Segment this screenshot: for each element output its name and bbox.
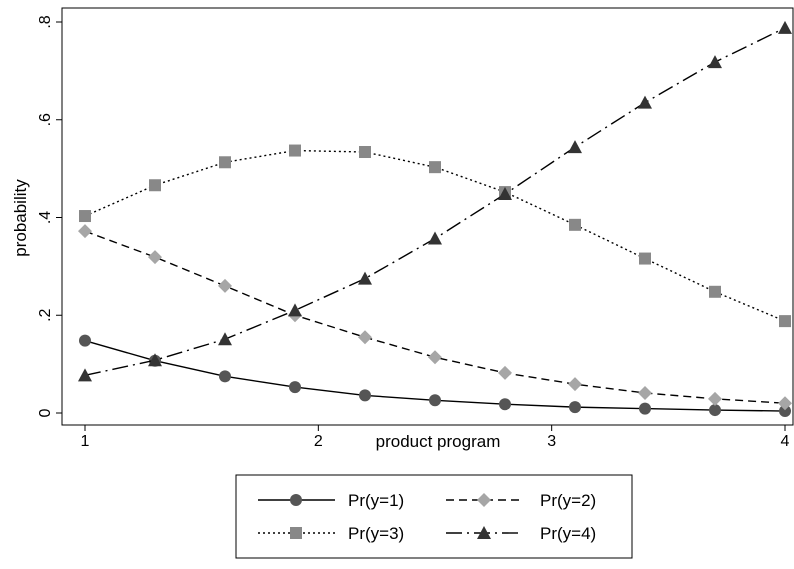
data-point — [78, 368, 92, 382]
legend: Pr(y=1) Pr(y=2) Pr(y=3) Pr(y=4) — [235, 474, 633, 559]
legend-marker — [290, 527, 302, 539]
data-point — [289, 144, 301, 157]
data-point — [709, 285, 721, 298]
data-point — [149, 179, 161, 192]
data-point — [358, 271, 372, 285]
data-point — [428, 231, 442, 245]
legend-marker — [477, 493, 491, 507]
series-layer — [78, 20, 792, 418]
y-axis-label: probability — [11, 179, 30, 257]
data-point — [429, 394, 441, 407]
data-point — [638, 95, 652, 109]
data-point — [778, 20, 792, 34]
data-point — [778, 396, 792, 411]
legend-label: Pr(y=2) — [540, 491, 596, 510]
data-point — [709, 404, 721, 417]
data-point — [359, 389, 371, 402]
data-point — [428, 350, 442, 365]
data-point — [218, 332, 232, 346]
x-tick-label: 1 — [81, 433, 90, 450]
data-point — [359, 146, 371, 159]
legend-item: Pr(y=2) — [446, 491, 596, 510]
legend-marker — [290, 494, 302, 506]
data-point — [79, 210, 91, 223]
data-point — [499, 398, 511, 411]
legend-item: Pr(y=3) — [258, 524, 404, 543]
data-point — [78, 224, 92, 239]
legend-marker — [477, 526, 491, 539]
y-tick-label: .8 — [37, 15, 54, 28]
legend-item: Pr(y=4) — [446, 524, 596, 543]
data-point — [568, 377, 582, 392]
data-point — [358, 330, 372, 345]
data-point — [639, 402, 651, 415]
data-point — [639, 252, 651, 265]
series-Pr(y=4) — [78, 20, 792, 382]
data-point — [569, 401, 581, 414]
data-point — [638, 385, 652, 400]
data-point — [148, 250, 162, 265]
series-line — [84, 149, 786, 322]
data-point — [779, 405, 791, 418]
legend-label: Pr(y=4) — [540, 524, 596, 543]
x-tick-label: 2 — [314, 433, 323, 450]
data-point — [568, 140, 582, 154]
y-tick-label: .6 — [37, 113, 54, 126]
series-Pr(y=1) — [79, 334, 791, 418]
data-point — [218, 278, 232, 293]
data-point — [569, 218, 581, 231]
legend-label: Pr(y=1) — [348, 491, 404, 510]
data-point — [779, 315, 791, 328]
axes: 1 2 3 4 0 .2 .4 .6 .8 — [37, 15, 790, 450]
series-Pr(y=2) — [78, 224, 792, 411]
data-point — [429, 161, 441, 174]
data-point — [219, 370, 231, 383]
x-axis-label: product program — [376, 432, 501, 451]
plot-frame — [61, 7, 794, 426]
data-point — [148, 353, 162, 367]
data-point — [79, 334, 91, 347]
data-point — [288, 303, 302, 317]
y-tick-label: .2 — [37, 308, 54, 321]
data-point — [219, 156, 231, 169]
y-tick-label: 0 — [37, 408, 54, 417]
y-tick-label: .4 — [37, 211, 54, 224]
legend-box — [235, 474, 633, 559]
x-tick-label: 3 — [547, 433, 556, 450]
legend-label: Pr(y=3) — [348, 524, 404, 543]
data-point — [498, 187, 512, 201]
data-point — [708, 55, 722, 69]
data-point — [289, 381, 301, 394]
data-point — [708, 391, 722, 406]
plot-area — [61, 7, 794, 426]
legend-item: Pr(y=1) — [258, 491, 404, 510]
x-tick-label: 4 — [781, 433, 790, 450]
series-Pr(y=3) — [79, 144, 791, 328]
data-point — [498, 365, 512, 380]
